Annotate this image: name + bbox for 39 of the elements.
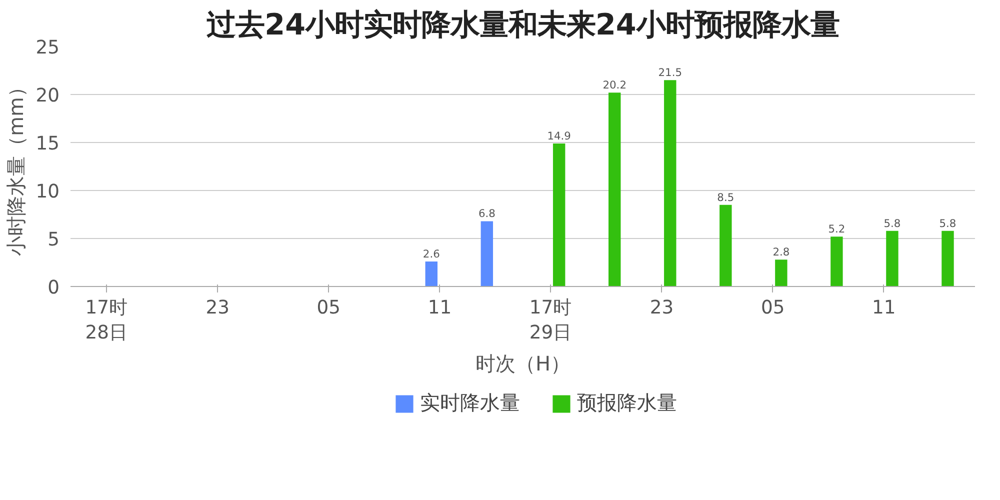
legend-label: 预报降水量 [577, 390, 677, 416]
legend-label: 实时降水量 [420, 390, 520, 416]
data-label: 20.2 [602, 78, 626, 92]
y-tick-label: 10 [36, 182, 60, 202]
data-label: 14.9 [547, 129, 572, 142]
y-tick-label: 20 [36, 86, 60, 106]
bar [552, 143, 566, 286]
data-label: 2.6 [422, 248, 440, 261]
y-tick-label: 5 [48, 230, 60, 250]
x-tick-label: 11 [872, 298, 896, 318]
x-tick-label: 11 [428, 298, 452, 318]
data-label: 8.5 [717, 190, 734, 204]
y-tick-label: 15 [36, 134, 60, 154]
bar [775, 260, 788, 286]
x-tick-label: 23 [650, 298, 674, 318]
bar [720, 204, 732, 286]
bar [425, 262, 438, 286]
data-label: 5.8 [939, 216, 956, 230]
bar [664, 80, 676, 286]
bar [480, 221, 494, 286]
y-axis-title: 小时降水量（mm） [4, 77, 28, 256]
x-tick-label: 05 [316, 298, 341, 318]
x-tick-label: 17时 29日 [529, 298, 572, 344]
data-label: 6.8 [478, 207, 496, 220]
x-tick-label: 23 [206, 298, 230, 318]
x-tick-label: 17时 28日 [85, 298, 128, 344]
bar [942, 230, 954, 286]
bar [830, 236, 843, 286]
y-tick-label: 25 [36, 38, 60, 58]
bar [886, 230, 898, 286]
chart-title: 过去24小时实时降水量和未来24小时预报降水量 [206, 8, 840, 42]
bar [608, 92, 621, 286]
y-tick-label: 0 [48, 278, 60, 298]
x-tick-label: 05 [760, 298, 785, 318]
data-label: 5.8 [884, 216, 901, 230]
data-label: 21.5 [658, 66, 682, 80]
data-label: 5.2 [828, 222, 846, 236]
x-axis-title: 时次（H） [475, 352, 571, 376]
data-label: 2.8 [772, 246, 790, 259]
